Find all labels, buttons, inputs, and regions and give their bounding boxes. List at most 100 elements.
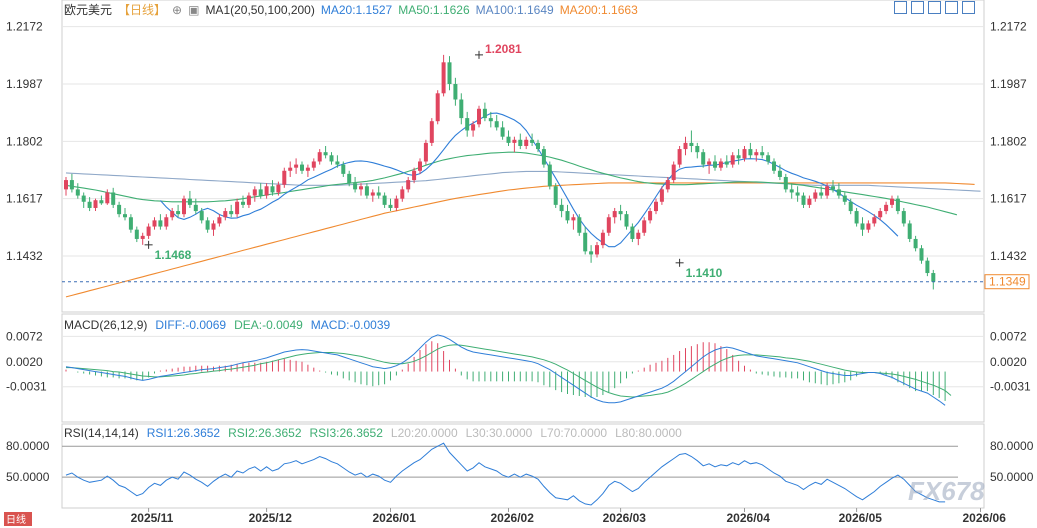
restore-icon[interactable]	[962, 1, 975, 14]
candle	[418, 158, 422, 174]
candle-body	[901, 211, 906, 224]
candle-body	[748, 149, 753, 156]
candle-body	[553, 186, 558, 205]
time-tick-label: 2026/03	[603, 511, 647, 525]
zoom-out-icon[interactable]	[911, 1, 924, 14]
candle-body	[530, 139, 535, 143]
candle	[311, 158, 316, 171]
candle-body	[123, 214, 127, 218]
rsi-panel-frame	[61, 423, 985, 509]
indicator-toggle-icon[interactable]: ▣	[188, 3, 200, 17]
candle	[258, 183, 263, 199]
period-badge[interactable]: 日线	[4, 512, 32, 526]
settings-icon[interactable]: ⊕	[172, 3, 183, 17]
candle-body	[300, 164, 304, 171]
price-panel-frame	[61, 0, 985, 313]
macd-tick-label-left: 0.0020	[6, 355, 43, 369]
candle	[713, 155, 717, 171]
candle	[836, 183, 841, 199]
macd-value: MACD:-0.0039	[310, 318, 391, 332]
zoom-in-icon[interactable]	[894, 1, 907, 14]
candle	[164, 214, 169, 230]
ma-label: MA1(20,50,100,200)	[205, 3, 315, 17]
move-left-icon[interactable]	[928, 1, 941, 14]
candle-body	[471, 124, 476, 131]
candle	[69, 173, 74, 193]
candle-body	[99, 200, 104, 204]
ma200-value: MA200:1.1663	[559, 3, 638, 17]
candle	[376, 186, 381, 199]
candle-body	[890, 198, 894, 205]
price-tick-label-left: 1.1802	[6, 134, 43, 148]
time-axis: 2025/11 2025/12 2026/01 2026/02 2026/03 2026/…	[131, 508, 1006, 525]
candle	[730, 152, 735, 168]
candle-body	[813, 192, 818, 199]
candle	[205, 217, 210, 233]
candle-body	[730, 155, 735, 165]
candle	[890, 195, 894, 208]
candle	[140, 232, 145, 245]
candle	[925, 257, 930, 277]
ma100-value: MA100:1.1649	[475, 3, 554, 17]
candle	[547, 161, 552, 190]
candle	[347, 170, 352, 187]
candle-body	[294, 164, 299, 168]
candle-body	[624, 214, 629, 227]
candle-body	[907, 223, 912, 239]
candle	[429, 118, 434, 146]
rsi-l20: L20:20.0000	[390, 426, 458, 440]
candle-body	[252, 189, 257, 196]
candle	[530, 133, 535, 146]
candle-body	[75, 189, 80, 196]
candle	[518, 133, 523, 150]
candle	[282, 167, 287, 188]
price-tick-label: 1.2172	[990, 20, 1027, 34]
last-price-box	[984, 274, 1030, 290]
candle	[193, 198, 198, 215]
candle-body	[134, 229, 139, 239]
candle	[878, 207, 883, 221]
candle-body	[170, 211, 175, 218]
rsi-l30: L30:30.0000	[465, 426, 533, 440]
candle-body	[453, 84, 458, 100]
candle-body	[412, 170, 417, 181]
candle	[229, 204, 234, 218]
chart-toolbar	[894, 1, 975, 14]
candle	[571, 214, 576, 230]
candle	[772, 158, 776, 174]
candle	[288, 161, 293, 177]
candle-body	[87, 201, 92, 208]
candle	[199, 207, 204, 224]
candle	[323, 145, 328, 159]
candle	[677, 145, 682, 168]
candle	[884, 201, 889, 215]
candle	[93, 198, 98, 212]
candle-body	[807, 198, 812, 205]
candle	[524, 136, 529, 150]
candle	[176, 204, 181, 218]
candle-body	[795, 192, 800, 196]
candle-body	[347, 173, 352, 184]
candle-body	[164, 217, 169, 227]
candle-body	[760, 152, 765, 156]
candle	[736, 149, 741, 165]
candle-body	[866, 223, 871, 230]
candle	[423, 139, 428, 165]
candle-body	[665, 180, 670, 190]
ma200-line	[65, 182, 975, 298]
candle	[382, 192, 387, 208]
candle	[471, 121, 476, 137]
candle-body	[825, 186, 830, 196]
candle	[754, 149, 759, 162]
last-price-label: 1.1349	[989, 275, 1026, 289]
move-right-icon[interactable]	[945, 1, 958, 14]
ma100-line	[65, 170, 981, 192]
candle	[494, 114, 499, 131]
period-selector[interactable]: 【日线】	[118, 3, 167, 17]
candle-body	[536, 142, 540, 150]
symbol-label: 欧元美元	[64, 3, 113, 17]
candle-body	[541, 149, 546, 165]
candle-body	[677, 149, 682, 165]
macd-diff-value: DIFF:-0.0069	[155, 318, 227, 332]
candle-body	[524, 139, 529, 146]
